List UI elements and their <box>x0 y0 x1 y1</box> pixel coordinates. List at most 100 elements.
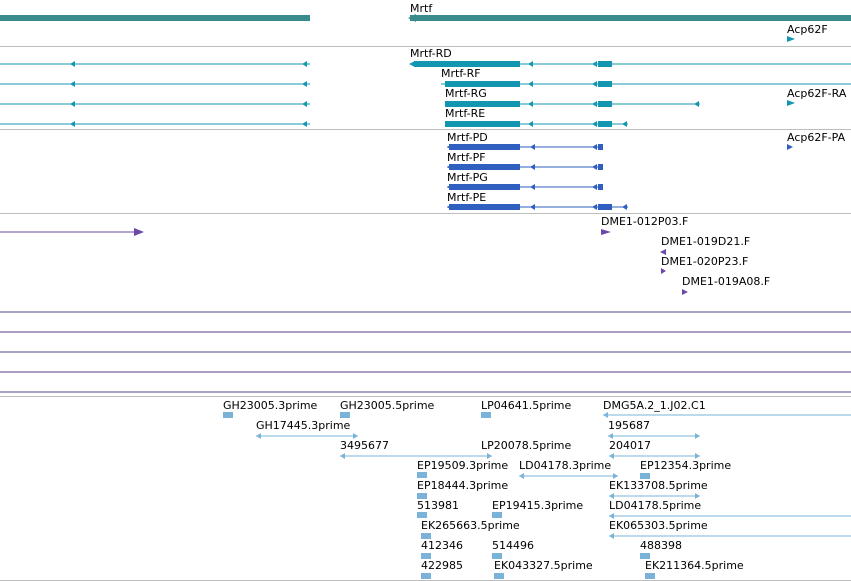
transcript-exon <box>414 61 520 67</box>
est-glyph <box>421 533 431 539</box>
strand-arrow-icon <box>70 61 75 67</box>
est-arrow-icon <box>609 493 614 499</box>
strand-arrow-icon <box>302 81 307 87</box>
est-label[interactable]: EK265663.5prime <box>421 519 520 532</box>
gene-label-mrtf[interactable]: Mrtf <box>410 2 433 15</box>
clone-label-019a08[interactable]: DME1-019A08.F <box>682 275 770 288</box>
strand-arrow-icon <box>447 204 452 210</box>
est-arrow-icon <box>695 433 700 439</box>
transcript-exon <box>445 121 520 127</box>
est-label[interactable]: 513981 <box>417 499 459 512</box>
transcript-exon <box>445 81 520 87</box>
strand-arrow-icon <box>592 81 597 87</box>
transcript-exon <box>598 101 612 107</box>
est-glyph <box>417 512 427 518</box>
est-arrow-icon <box>353 433 358 439</box>
clone-glyph <box>682 289 688 295</box>
strand-arrow-icon <box>447 144 452 150</box>
transcript-label-acp62f-pa[interactable]: Acp62F-PA <box>787 131 846 144</box>
est-arrow-icon <box>487 453 492 459</box>
strand-arrow-icon <box>409 61 415 67</box>
est-glyph <box>421 573 431 579</box>
est-label[interactable]: 195687 <box>608 419 650 432</box>
est-arrow-icon <box>519 473 524 479</box>
est-glyph <box>417 493 427 499</box>
strand-arrow-icon <box>592 144 597 150</box>
est-label[interactable]: LD04178.3prime <box>519 459 611 472</box>
est-label[interactable]: DMG5A.2_1.J02.C1 <box>603 399 706 412</box>
est-arrow-icon <box>603 412 608 418</box>
strand-arrow-icon <box>592 204 597 210</box>
est-label[interactable]: 204017 <box>609 439 651 452</box>
est-arrow-icon <box>340 453 345 459</box>
est-label[interactable]: EP12354.3prime <box>640 459 731 472</box>
est-label[interactable]: LP04641.5prime <box>481 399 572 412</box>
strand-arrow-icon <box>528 101 533 107</box>
est-label[interactable]: EP19415.3prime <box>492 499 583 512</box>
strand-arrow-icon <box>592 101 597 107</box>
strand-arrow-icon <box>622 204 627 210</box>
strand-arrow-icon <box>622 121 627 127</box>
est-label[interactable]: GH23005.5prime <box>340 399 435 412</box>
gene-bar <box>0 15 310 21</box>
est-label[interactable]: EP18444.3prime <box>417 479 508 492</box>
est-label[interactable]: EK043327.5prime <box>494 559 593 572</box>
transcript-label-acp62f-ra[interactable]: Acp62F-RA <box>787 87 847 100</box>
strand-arrow-icon <box>528 61 533 67</box>
protein-exon <box>449 184 520 190</box>
clone-glyph <box>661 268 666 274</box>
est-glyph <box>492 553 502 559</box>
strand-arrow-icon <box>530 164 535 170</box>
est-glyph <box>640 553 650 559</box>
transcript-label-mrtf-pf[interactable]: Mrtf-PF <box>447 151 486 164</box>
clone-label-012p03[interactable]: DME1-012P03.F <box>601 215 688 228</box>
est-glyph <box>340 412 350 418</box>
protein-exon <box>598 204 612 210</box>
est-label[interactable]: EK065303.5prime <box>609 519 708 532</box>
transcript-label-mrtf-rd[interactable]: Mrtf-RD <box>410 47 452 60</box>
clone-glyph <box>660 249 666 255</box>
strand-arrow-icon <box>528 121 533 127</box>
protein-exon <box>598 184 603 190</box>
est-label[interactable]: EP19509.3prime <box>417 459 508 472</box>
transcript-label-mrtf-rf[interactable]: Mrtf-RF <box>441 67 481 80</box>
est-label[interactable]: EK211364.5prime <box>645 559 744 572</box>
transcript-exon <box>598 61 612 67</box>
est-arrow-icon <box>695 453 700 459</box>
est-label[interactable]: 514496 <box>492 539 534 552</box>
est-arrow-icon <box>609 513 614 519</box>
clone-label-020p23[interactable]: DME1-020P23.F <box>661 255 748 268</box>
transcript-label-mrtf-re[interactable]: Mrtf-RE <box>445 107 485 120</box>
acp62f-ra-glyph <box>787 100 795 106</box>
est-label[interactable]: 412346 <box>421 539 463 552</box>
est-arrow-icon <box>608 433 613 439</box>
est-label[interactable]: 3495677 <box>340 439 389 452</box>
clone-label-019d21[interactable]: DME1-019D21.F <box>661 235 750 248</box>
transcript-label-mrtf-pd[interactable]: Mrtf-PD <box>447 131 488 144</box>
strand-arrow-icon <box>528 81 533 87</box>
strand-arrow-icon <box>592 61 597 67</box>
est-label[interactable]: LP20078.5prime <box>481 439 572 452</box>
gene-label-acp62f[interactable]: Acp62F <box>787 23 828 36</box>
est-glyph <box>645 573 655 579</box>
strand-arrow-icon <box>302 121 307 127</box>
est-label[interactable]: LD04178.5prime <box>609 499 701 512</box>
est-glyph <box>223 412 233 418</box>
transcript-label-mrtf-rg[interactable]: Mrtf-RG <box>445 87 487 100</box>
strand-arrow-icon <box>447 164 452 170</box>
est-label[interactable]: EK133708.5prime <box>609 479 708 492</box>
est-glyph <box>640 473 650 479</box>
est-label[interactable]: GH23005.3prime <box>223 399 318 412</box>
clone-arrow-icon <box>134 228 144 236</box>
est-label[interactable]: 488398 <box>640 539 682 552</box>
protein-exon <box>449 144 520 150</box>
transcript-label-mrtf-pg[interactable]: Mrtf-PG <box>447 171 488 184</box>
protein-exon <box>598 144 603 150</box>
protein-exon <box>598 164 603 170</box>
est-label[interactable]: GH17445.3prime <box>256 419 351 432</box>
est-label[interactable]: 422985 <box>421 559 463 572</box>
strand-arrow-icon <box>694 101 699 107</box>
transcript-label-mrtf-pe[interactable]: Mrtf-PE <box>447 191 486 204</box>
strand-arrow-icon <box>592 184 597 190</box>
